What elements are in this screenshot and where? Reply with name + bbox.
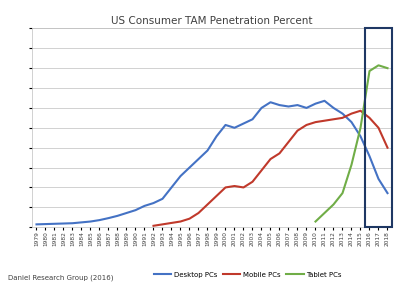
- Bar: [365, 28, 392, 227]
- Text: Daniel Research Group (2016): Daniel Research Group (2016): [8, 275, 114, 281]
- Title: US Consumer TAM Penetration Percent: US Consumer TAM Penetration Percent: [111, 16, 313, 26]
- Legend: Desktop PCs, Mobile PCs, Tablet PCs: Desktop PCs, Mobile PCs, Tablet PCs: [151, 269, 345, 281]
